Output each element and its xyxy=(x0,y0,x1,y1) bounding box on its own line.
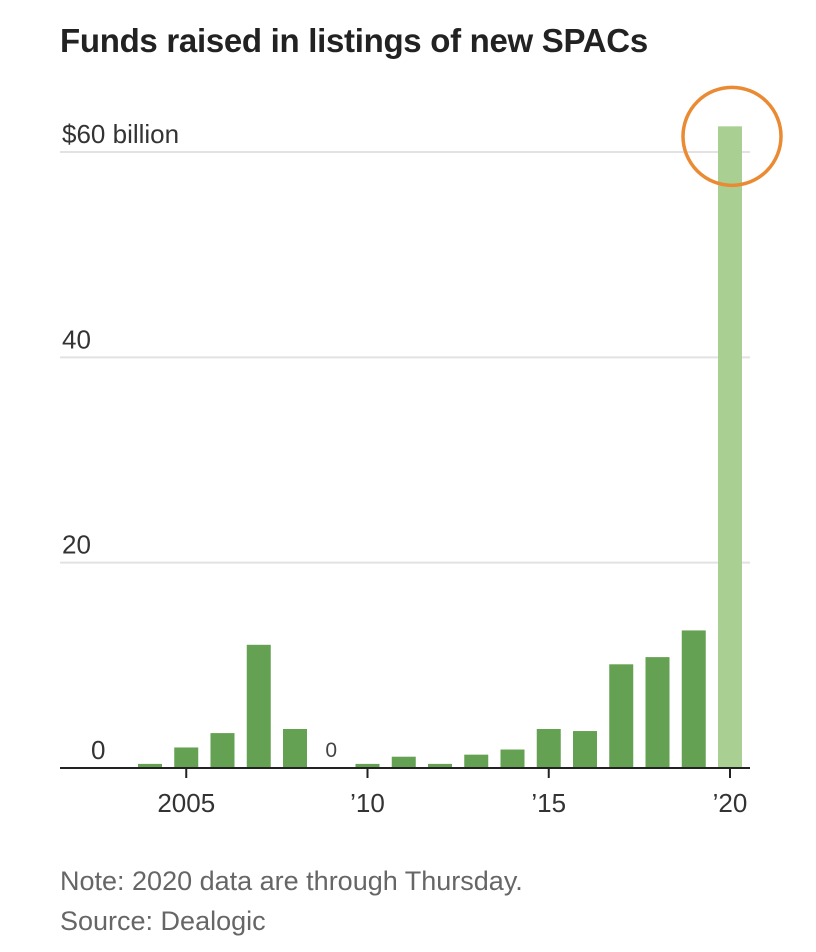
bar-2016 xyxy=(573,731,597,768)
bar-2010 xyxy=(355,763,380,768)
annotation-label: 0 xyxy=(325,739,337,762)
y-tick-label: 20 xyxy=(62,530,91,560)
annotations: 0 xyxy=(325,739,337,762)
chart-note: Note: 2020 data are through Thursday. xyxy=(60,866,523,896)
bar-2004 xyxy=(138,763,162,768)
x-tick-label: ’10 xyxy=(350,788,385,818)
y-axis-labels: 0 20 40 $60 billion xyxy=(62,119,179,765)
bar-2019 xyxy=(681,630,706,768)
gridlines xyxy=(60,151,750,564)
x-tick-label: ’15 xyxy=(531,788,566,818)
highlight-circle-ring xyxy=(681,85,783,188)
bar-2008 xyxy=(283,728,307,768)
bar-2017 xyxy=(609,664,634,768)
bar-2011 xyxy=(391,756,416,768)
bar-2005 xyxy=(174,747,199,768)
chart-source: Source: Dealogic xyxy=(60,906,266,936)
bar-2013 xyxy=(464,754,489,768)
y-tick-label: 40 xyxy=(62,324,91,354)
bar-2015 xyxy=(536,728,561,768)
highlight-circle xyxy=(681,85,783,188)
chart-title: Funds raised in listings of new SPACs xyxy=(60,22,648,59)
bar-2018 xyxy=(645,657,670,768)
x-axis: 2005 ’10 ’15 ’20 xyxy=(60,767,750,818)
bars xyxy=(138,126,742,769)
y-tick-label: $60 billion xyxy=(62,119,179,149)
bar-2014 xyxy=(500,749,525,768)
bar-2007 xyxy=(246,644,271,768)
bar-2006 xyxy=(210,733,235,768)
y-tick-label: 0 xyxy=(91,735,105,765)
bar-chart: 0 20 40 $60 billion 0 2005 ’10 ’15 ’20 xyxy=(60,85,783,818)
bar-2012 xyxy=(428,763,452,768)
x-tick-label: 2005 xyxy=(157,788,215,818)
x-tick-label: ’20 xyxy=(713,788,748,818)
bar-2020 xyxy=(718,126,742,769)
